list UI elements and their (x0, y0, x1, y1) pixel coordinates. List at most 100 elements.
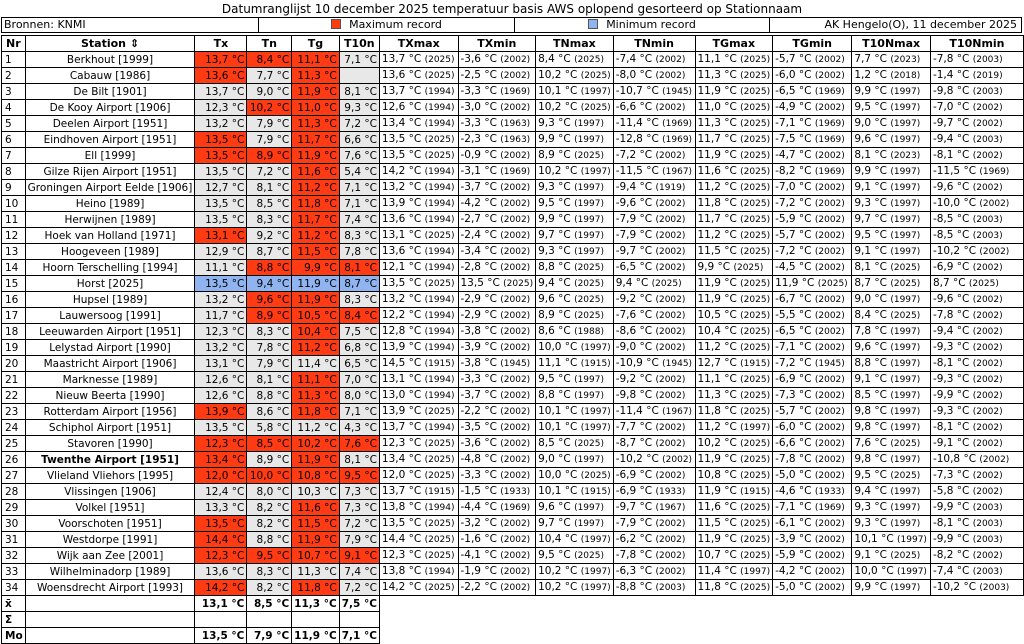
tgmax-value: 11,9 °C (697, 533, 737, 545)
cell-tnmin: -7,9 °C (2002) (612, 211, 696, 228)
cell-t10nmax: 8,1 °C (2023) (851, 147, 931, 164)
column-header-t10n: T10n (338, 35, 380, 52)
txmin-value: -2,9 °C (460, 293, 497, 305)
tgmax-value: 11,9 °C (697, 85, 737, 97)
cell-tnmin: -12,8 °C (1969) (612, 131, 696, 148)
tnmax-value: 9,0 °C (538, 453, 571, 465)
tgmax-value: 11,8 °C (697, 405, 737, 417)
txmin-year: (2002) (500, 535, 531, 545)
table-row: 2 Cabauw [1986] 13,6 °C 7,7 °C 11,3 °C 13,6 °… (1, 67, 1024, 84)
cell-tg: 11,7 °C (291, 131, 340, 148)
tgmin-value: -5,9 °C (775, 549, 812, 561)
summary-blank (379, 628, 1023, 644)
cell-tg: 11,2 °C (291, 419, 340, 436)
cell-tx: 13,6 °C (194, 563, 248, 580)
summary-t10n: 7,1 °C (338, 627, 380, 644)
station-name: De Kooy Airport [1906] (24, 99, 196, 116)
t10nmin-value: -8,5 °C (932, 229, 970, 241)
cell-tgmax: 11,8 °C (2025) (694, 403, 774, 420)
cell-tnmin: -10,2 °C (2002) (612, 451, 696, 468)
t10nmax-value: 9,0 °C (854, 117, 887, 129)
tnmin-value: -8,8 °C (615, 581, 653, 593)
summary-tg: 11,3 °C (291, 595, 340, 612)
cell-tx: 12,6 °C (194, 387, 248, 404)
tnmax-value: 9,6 °C (538, 501, 571, 513)
cell-tx: 13,7 °C (194, 83, 248, 100)
txmax-year: (2025) (424, 583, 455, 593)
cell-tnmin: -6,9 °C (1933) (612, 483, 696, 500)
t10nmax-year: (1997) (890, 215, 921, 225)
t10nmax-value: 9,4 °C (854, 485, 887, 497)
txmin-value: -3,1 °C (460, 165, 497, 177)
cell-tn: 9,2 °C (246, 227, 293, 244)
row-number: 33 (1, 563, 26, 580)
tnmin-value: -8,6 °C (615, 325, 653, 337)
t10nmax-year: (1997) (890, 503, 921, 513)
t10nmax-value: 9,8 °C (854, 421, 887, 433)
cell-txmax: 12,3 °C (2025) (378, 547, 459, 564)
tnmin-value: -7,9 °C (615, 229, 653, 241)
tgmax-value: 11,4 °C (697, 565, 737, 577)
tgmax-year: (2025) (740, 183, 771, 193)
column-header-station[interactable]: Station ⇕ (24, 35, 196, 52)
table-row: 27 Vlieland Vliehors [1995] 12,0 °C 10,0 °C… (1, 467, 1024, 484)
t10nmin-year: (2002) (979, 199, 1010, 209)
cell-tgmin: -5,0 °C (2002) (772, 579, 853, 596)
row-number: 14 (1, 259, 26, 276)
tgmin-year: (2002) (814, 151, 845, 161)
tnmax-year: (2025) (580, 71, 611, 81)
tgmin-value: -6,7 °C (775, 293, 812, 305)
t10nmax-value: 10,1 °C (854, 533, 894, 545)
table-row: 5 Deelen Airport [1951] 13,2 °C 7,9 °C 11,3 … (1, 115, 1024, 132)
cell-tx: 13,7 °C (194, 51, 248, 68)
tnmin-year: (2025) (651, 279, 682, 289)
table-row: 24 Schiphol Airport [1951] 13,5 °C 5,8 °C 11… (1, 419, 1024, 436)
txmin-year: (2002) (500, 423, 531, 433)
cell-tgmax: 11,9 °C (2025) (694, 451, 774, 468)
cell-txmax: 13,8 °C (1994) (378, 499, 459, 516)
cell-txmax: 13,6 °C (2025) (378, 67, 459, 84)
cell-tgmax: 11,3 °C (2025) (694, 387, 774, 404)
tnmax-year: (1997) (580, 535, 611, 545)
cell-t10nmax: 9,1 °C (2025) (851, 547, 931, 564)
t10nmax-value: 1,2 °C (854, 69, 887, 81)
column-header-tnmax: TNmax (535, 35, 614, 52)
cell-tnmin: -9,7 °C (1967) (612, 499, 696, 516)
cell-tn: 8,6 °C (246, 403, 293, 420)
tgmax-value: 11,9 °C (697, 453, 737, 465)
tgmin-year: (2002) (814, 439, 845, 449)
cell-t10n: 8,3 °C (338, 291, 380, 308)
cell-tg: 11,8 °C (291, 403, 340, 420)
t10nmin-year: (2003) (972, 215, 1003, 225)
cell-tgmin: -4,9 °C (2002) (772, 99, 853, 116)
txmin-value: -3,3 °C (460, 373, 497, 385)
tgmax-value: 11,7 °C (697, 213, 737, 225)
summary-row: x̄ 13,1 °C 8,5 °C 11,3 °C 7,5 °C (1, 595, 1024, 612)
row-number: 5 (1, 115, 26, 132)
cell-tg: 11,1 °C (291, 371, 340, 388)
cell-tgmin: 11,9 °C (2025) (772, 275, 853, 292)
cell-tx: 12,3 °C (194, 547, 248, 564)
txmax-value: 12,8 °C (381, 325, 422, 337)
cell-tnmax: 9,5 °C (2025) (535, 547, 614, 564)
t10nmin-value: -1,4 °C (932, 69, 970, 81)
cell-txmin: -2,7 °C (2002) (457, 211, 537, 228)
t10nmin-year: (2002) (972, 407, 1003, 417)
txmin-year: (1945) (500, 359, 531, 369)
tnmax-year: (1997) (574, 215, 604, 225)
cell-tgmin: -7,1 °C (1969) (772, 115, 853, 132)
tnmin-year: (2002) (655, 535, 686, 545)
cell-txmax: 13,7 °C (1994) (378, 419, 459, 436)
tnmax-year: (2025) (574, 551, 604, 561)
cell-txmax: 14,4 °C (2025) (378, 531, 459, 548)
cell-tn: 8,9 °C (246, 451, 293, 468)
tgmax-year: (2025) (740, 103, 771, 113)
row-number: 22 (1, 387, 26, 404)
station-name: Maastricht Airport [1906] (24, 355, 196, 372)
t10nmin-year: (2002) (972, 375, 1003, 385)
cell-t10nmin: -9,3 °C (2002) (929, 371, 1024, 388)
tgmin-value: 11,9 °C (775, 277, 815, 289)
cell-tx: 13,1 °C (194, 355, 248, 372)
txmin-year: (2002) (500, 391, 531, 401)
tnmax-year: (1997) (574, 247, 604, 257)
